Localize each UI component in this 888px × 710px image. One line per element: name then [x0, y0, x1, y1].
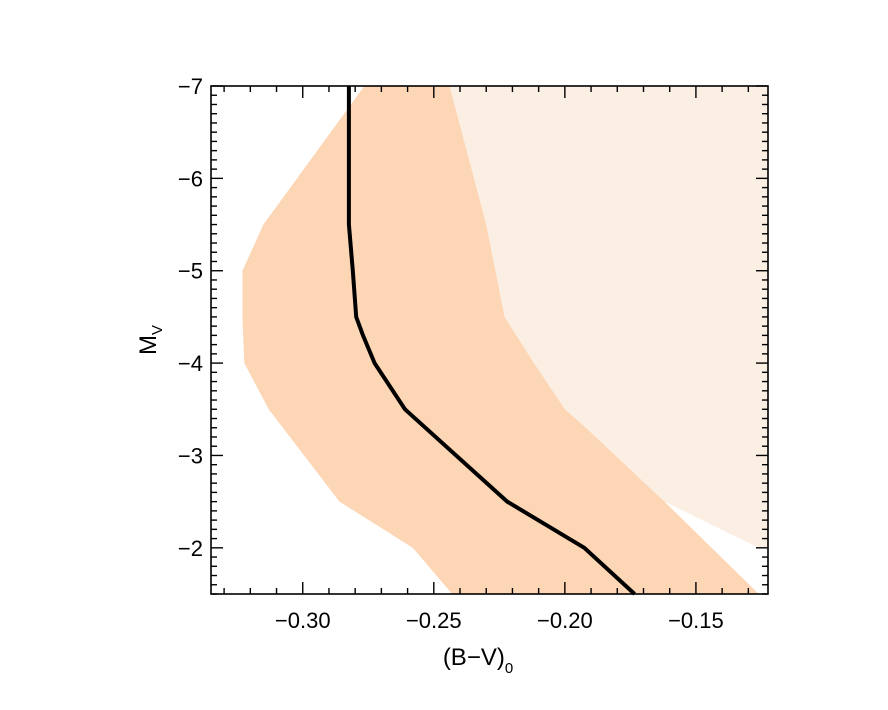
region-area [449, 86, 768, 548]
x-tick-label: −0.20 [537, 608, 593, 633]
y-axis-label-main: M [135, 335, 162, 355]
tick-labels: −0.30 −0.25 −0.20 −0.15 −2 −3 −4 −5 −6 −7 [178, 74, 724, 633]
x-tick-label: −0.30 [275, 608, 331, 633]
y-tick-label: −4 [178, 351, 203, 376]
x-tick-label: −0.15 [668, 608, 724, 633]
x-axis-label-sub: 0 [505, 660, 513, 677]
x-tick-label: −0.25 [406, 608, 462, 633]
y-axis-label-sub: V [149, 325, 166, 335]
y-tick-label: −7 [178, 74, 203, 99]
x-axis-label: (B−V)0 [443, 644, 513, 677]
band-area [242, 86, 769, 594]
plot-frame [210, 85, 769, 595]
lines [346, 86, 636, 596]
y-axis-label: MV [135, 325, 166, 355]
series-line-0 [346, 86, 636, 596]
y-tick-label: −2 [178, 536, 203, 561]
x-axis-label-main: (B−V) [443, 644, 505, 671]
y-tick-label: −3 [178, 443, 203, 468]
y-tick-label: −6 [178, 166, 203, 191]
y-tick-label: −5 [178, 259, 203, 284]
ticks [211, 85, 768, 595]
fills [242, 86, 769, 594]
axes [210, 85, 769, 595]
